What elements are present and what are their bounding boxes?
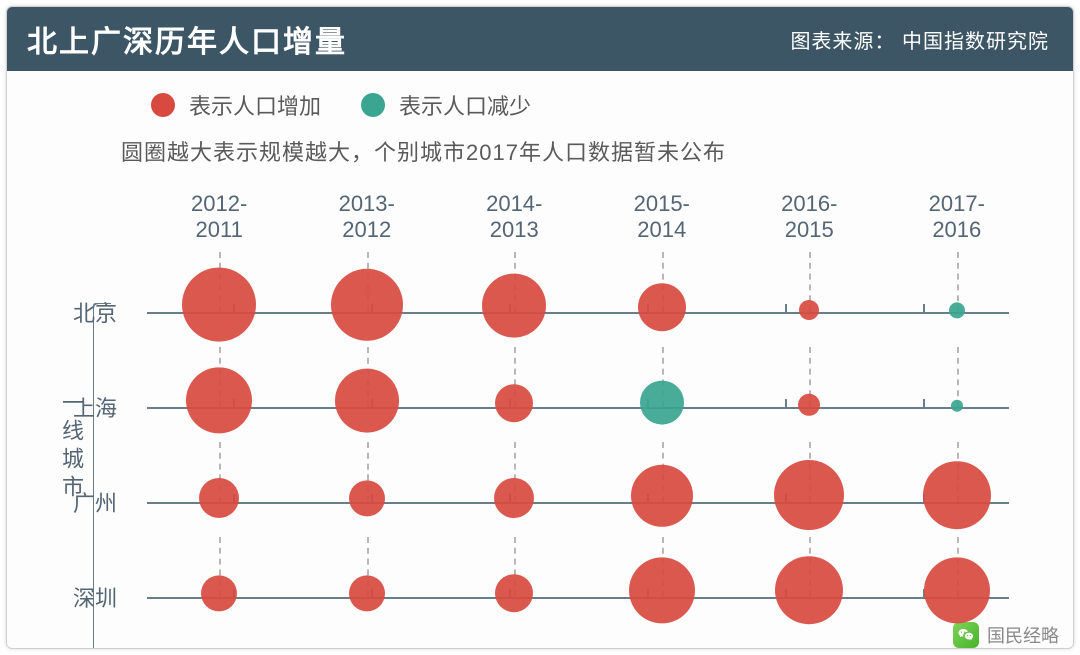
data-bubble — [799, 300, 819, 320]
data-bubble — [182, 268, 256, 342]
data-bubble — [640, 381, 684, 425]
data-bubble — [798, 394, 820, 416]
data-bubble — [331, 269, 403, 341]
data-bubble — [638, 283, 686, 331]
row-baseline — [147, 407, 1009, 409]
data-bubble — [482, 274, 546, 338]
legend-item-decrease: 表示人口减少 — [361, 89, 531, 121]
bubble-timeline-chart: 2012-2011 2013-2012 2014-2013 2015-2014 2016… — [127, 191, 1049, 626]
data-bubble — [629, 557, 695, 623]
row-baseline — [147, 312, 1009, 314]
data-bubble — [186, 367, 252, 433]
chart-content: 表示人口增加 表示人口减少 圆圈越大表示规模越大，个别城市2017年人口数据暂未… — [7, 71, 1073, 649]
row-baseline — [147, 597, 1009, 599]
watermark-text: 国民经略 — [987, 622, 1059, 648]
legend-label-increase: 表示人口增加 — [189, 89, 321, 121]
legend-item-increase: 表示人口增加 — [151, 89, 321, 121]
grid-dash — [957, 347, 959, 407]
data-bubble — [494, 478, 534, 518]
data-bubble — [775, 556, 843, 624]
x-axis-label: 2014-2013 — [486, 191, 542, 244]
x-axis-label: 2013-2012 — [339, 191, 395, 244]
data-bubble — [201, 575, 237, 611]
source-name: 中国指数研究院 — [902, 31, 1049, 53]
axis-tick — [785, 399, 787, 409]
row-label: 上海 — [73, 391, 117, 423]
data-bubble — [199, 478, 239, 518]
title-bar: 北上广深历年人口增量 图表来源： 中国指数研究院 — [7, 7, 1073, 71]
row-label: 北京 — [73, 296, 117, 328]
legend-dot-increase-icon — [151, 93, 175, 117]
data-bubble — [951, 400, 963, 412]
data-bubble — [924, 557, 990, 623]
data-bubble — [631, 465, 693, 527]
chart-frame: 北上广深历年人口增量 图表来源： 中国指数研究院 表示人口增加 表示人口减少 圆… — [6, 6, 1074, 649]
data-bubble — [335, 369, 399, 433]
row-label: 深圳 — [73, 581, 117, 613]
x-axis-label: 2016-2015 — [781, 191, 837, 244]
source-prefix: 图表来源： — [790, 31, 895, 53]
legend-dot-decrease-icon — [361, 93, 385, 117]
x-axis-label: 2015-2014 — [634, 191, 690, 244]
legend-label-decrease: 表示人口减少 — [399, 89, 531, 121]
row-baseline — [147, 502, 1009, 504]
data-bubble — [774, 460, 844, 530]
wechat-icon — [953, 622, 979, 648]
x-axis-label: 2012-2011 — [191, 191, 247, 244]
axis-tick — [785, 304, 787, 314]
axis-tick — [923, 304, 925, 314]
x-axis-label: 2017-2016 — [929, 191, 985, 244]
data-bubble — [349, 575, 385, 611]
chart-rows: 北京上海广州深圳 — [127, 261, 1049, 626]
watermark: 国民经略 — [953, 622, 1059, 648]
axis-tick — [923, 399, 925, 409]
chart-source: 图表来源： 中国指数研究院 — [790, 25, 1049, 54]
data-bubble — [923, 461, 991, 529]
data-bubble — [949, 302, 965, 318]
x-axis-labels: 2012-2011 2013-2012 2014-2013 2015-2014 2016… — [127, 191, 1049, 251]
data-bubble — [495, 384, 533, 422]
chart-subtitle: 圆圈越大表示规模越大，个别城市2017年人口数据暂未公布 — [121, 135, 1049, 167]
legend: 表示人口增加 表示人口减少 — [151, 89, 1049, 121]
chart-title: 北上广深历年人口增量 — [27, 17, 347, 61]
data-bubble — [495, 574, 533, 612]
data-bubble — [349, 480, 385, 516]
row-label: 广州 — [73, 486, 117, 518]
